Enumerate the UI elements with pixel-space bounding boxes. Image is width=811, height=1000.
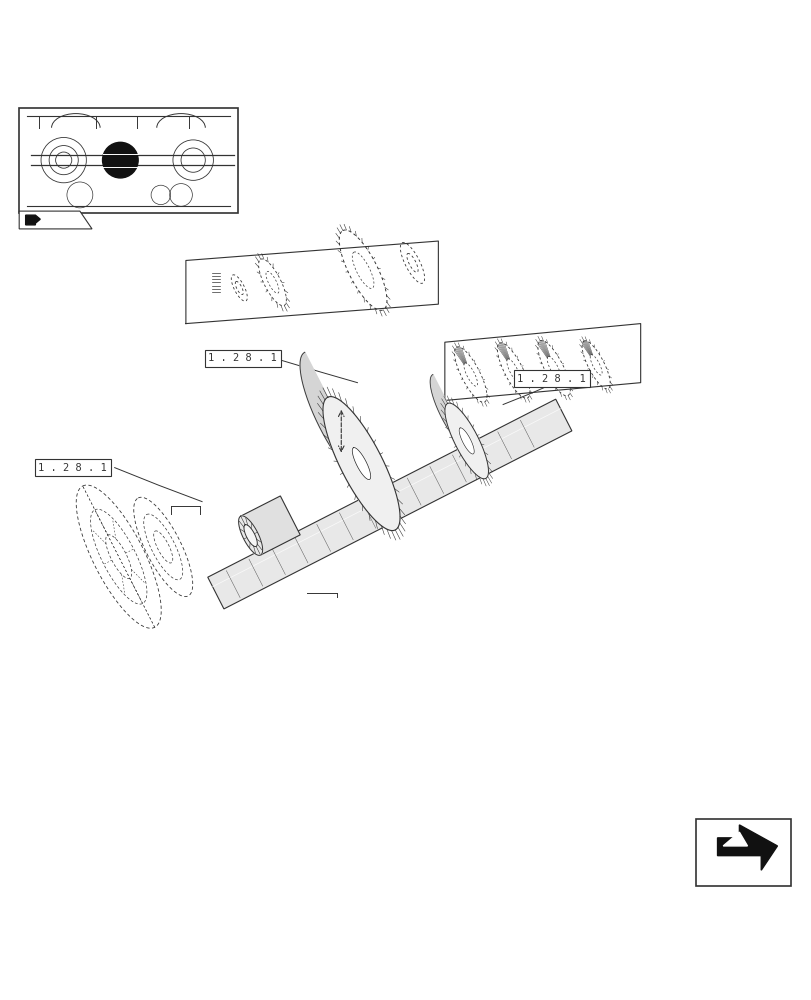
Text: 1 . 2 8 . 1: 1 . 2 8 . 1 xyxy=(208,353,277,363)
Circle shape xyxy=(102,142,138,178)
Polygon shape xyxy=(243,525,257,547)
Polygon shape xyxy=(134,497,192,597)
Polygon shape xyxy=(430,375,485,479)
Polygon shape xyxy=(352,448,371,480)
Polygon shape xyxy=(240,496,300,555)
Polygon shape xyxy=(76,485,161,628)
Polygon shape xyxy=(458,428,474,454)
Polygon shape xyxy=(352,448,371,480)
Polygon shape xyxy=(26,215,41,225)
Bar xyxy=(19,108,238,213)
Polygon shape xyxy=(208,399,571,609)
Polygon shape xyxy=(299,352,395,531)
Bar xyxy=(695,819,790,886)
Polygon shape xyxy=(723,832,747,846)
Text: 1 . 2 8 . 1: 1 . 2 8 . 1 xyxy=(38,463,107,473)
Polygon shape xyxy=(458,428,474,454)
Polygon shape xyxy=(323,397,400,531)
Polygon shape xyxy=(444,403,488,479)
Text: 1 . 2 8 . 1: 1 . 2 8 . 1 xyxy=(517,374,586,384)
Polygon shape xyxy=(717,825,776,870)
Polygon shape xyxy=(238,516,262,555)
Polygon shape xyxy=(19,211,92,229)
